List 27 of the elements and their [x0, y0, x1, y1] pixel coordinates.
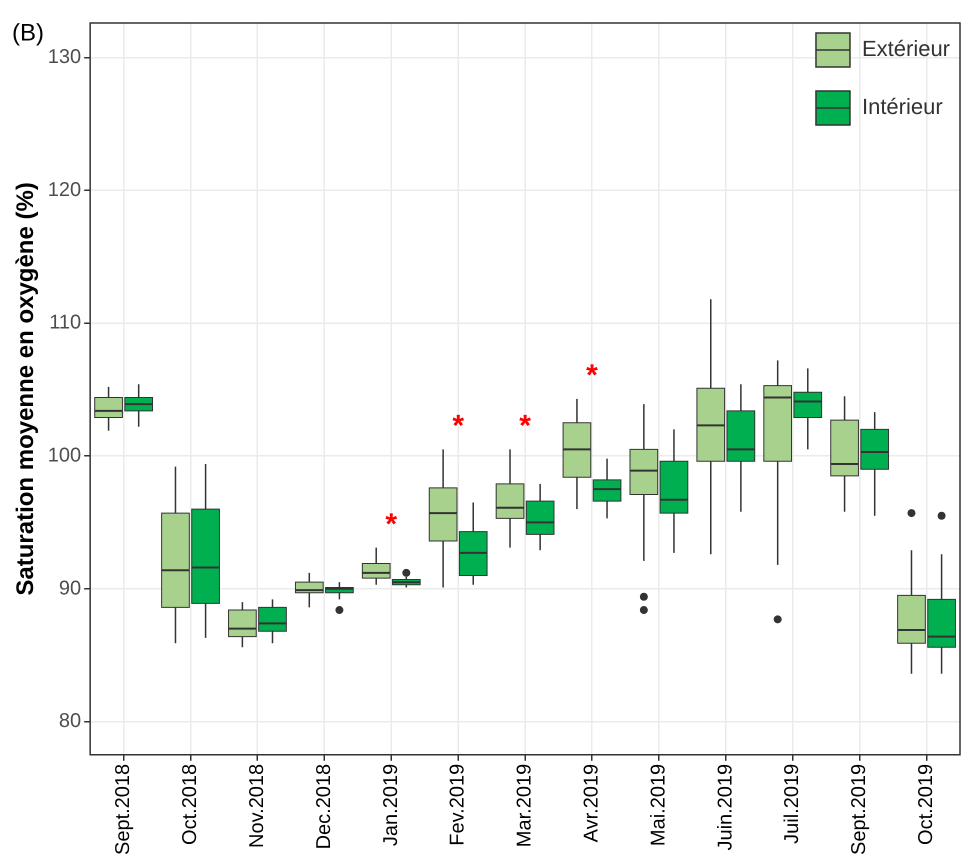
x-tick-label: Jan.2019: [380, 764, 402, 846]
x-tick-label: Nov.2018: [246, 764, 268, 848]
x-tick-label: Oct.2019: [915, 764, 938, 845]
x-tick-label: Mar.2019: [514, 764, 536, 848]
x-tick-label: Avr.2019: [580, 764, 603, 842]
legend-label: Intérieur: [862, 94, 943, 120]
annotation: *: [519, 410, 532, 443]
y-tick-label: 80: [58, 710, 82, 732]
annotation: *: [586, 359, 598, 392]
x-tick-label: Juin.2019: [714, 764, 736, 851]
x-tick-label: Juil.2019: [781, 764, 804, 844]
y-axis-title: Saturation moyenne en oxygène (%): [12, 182, 40, 596]
y-tick-label: 90: [58, 577, 82, 600]
x-tick-label: Oct.2018: [179, 764, 202, 845]
x-tick-label: Sept.2018: [112, 764, 134, 856]
annotation: *: [452, 410, 464, 443]
y-tick-label: 120: [48, 178, 82, 201]
y-tick-label: 110: [49, 312, 82, 334]
text: (B): [12, 20, 44, 47]
annotation: *: [385, 508, 398, 541]
legend-label: Extérieur: [862, 36, 950, 62]
x-tick-label: Dec.2018: [312, 764, 335, 850]
y-tick-label: 100: [48, 444, 82, 466]
x-tick-label: Sept.2019: [848, 764, 870, 856]
x-tick-label: Fev.2019: [446, 764, 469, 846]
y-tick-label: 130: [48, 46, 82, 68]
x-tick-label: Mai.2019: [647, 764, 670, 846]
